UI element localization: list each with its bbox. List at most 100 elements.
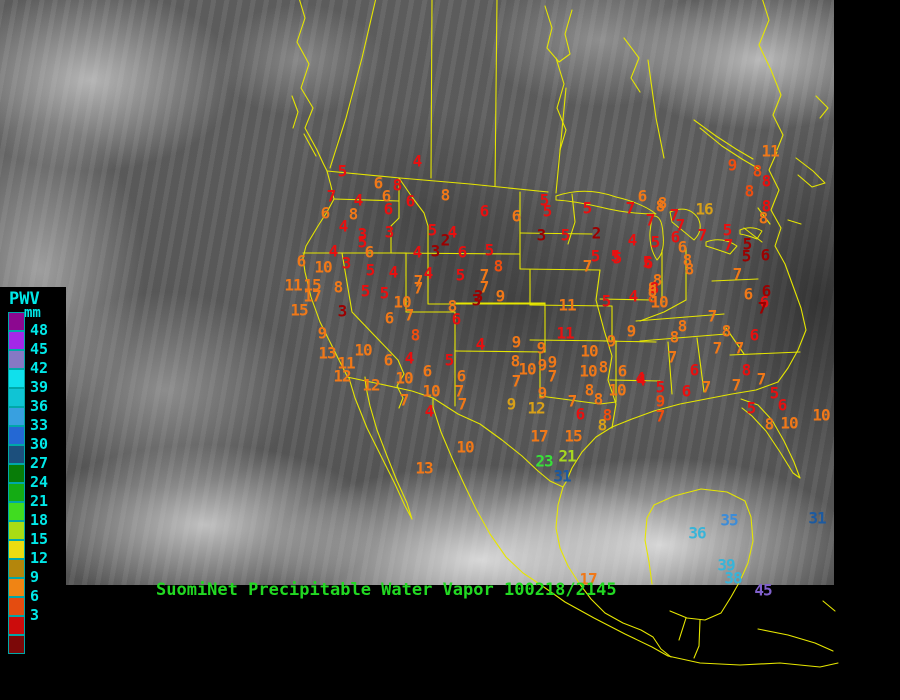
- station-value: 8: [684, 259, 695, 279]
- station-value: 15: [564, 426, 582, 446]
- legend-label: 36: [30, 397, 49, 415]
- satellite-image: [0, 0, 834, 585]
- station-value: 8: [682, 250, 693, 270]
- station-value: 8: [647, 287, 658, 307]
- station-value: 7: [734, 338, 745, 358]
- station-value: 3: [357, 224, 368, 244]
- station-value: 5: [590, 246, 601, 266]
- station-value: 5: [357, 232, 368, 252]
- station-value: 6: [373, 173, 384, 193]
- station-value: 45: [754, 580, 772, 600]
- legend-label: 3: [30, 606, 40, 624]
- station-value: 6: [749, 325, 760, 345]
- station-value: 13: [318, 343, 336, 363]
- station-value: 7: [707, 306, 718, 326]
- station-value: 8: [447, 296, 458, 316]
- station-value: 8: [647, 278, 658, 298]
- station-value: 6: [364, 242, 375, 262]
- station-value: 4: [475, 334, 486, 354]
- station-value: 9: [511, 332, 522, 352]
- station-value: 9: [537, 383, 548, 403]
- station-value: 8: [744, 181, 755, 201]
- station-value: 8: [741, 360, 752, 380]
- legend-label: 42: [30, 359, 49, 377]
- station-value: 6: [384, 308, 395, 328]
- station-value: 7: [675, 215, 686, 235]
- legend-swatch: [8, 521, 25, 540]
- legend-swatch: [8, 578, 25, 597]
- station-value: 8: [758, 208, 769, 228]
- legend-swatch: [8, 350, 25, 369]
- legend-label: 6: [30, 587, 40, 605]
- station-value: 5: [769, 383, 780, 403]
- station-value: 7: [697, 225, 708, 245]
- station-value: 12: [333, 366, 351, 386]
- station-value: 11: [284, 275, 302, 295]
- station-value: 7: [399, 390, 410, 410]
- station-value: 6: [643, 253, 654, 273]
- station-value: 5: [360, 281, 371, 301]
- station-value: 10: [518, 359, 536, 379]
- station-value: 6: [760, 245, 771, 265]
- station-value: 7: [567, 391, 578, 411]
- station-value: 9: [537, 355, 548, 375]
- legend-label: 24: [30, 473, 49, 491]
- station-value: 3: [341, 253, 352, 273]
- station-value: 8: [669, 327, 680, 347]
- station-value: 7: [756, 369, 767, 389]
- station-value: 6: [637, 186, 648, 206]
- station-value: 38: [724, 568, 742, 588]
- station-value: 5: [379, 283, 390, 303]
- station-value: 8: [597, 415, 608, 435]
- station-value: 12: [527, 398, 545, 418]
- station-value: 5: [601, 291, 612, 311]
- station-value: 7: [655, 406, 666, 426]
- station-value: 7: [326, 186, 337, 206]
- legend-label: 30: [30, 435, 49, 453]
- station-value: 7: [669, 205, 680, 225]
- station-value: 9: [626, 321, 637, 341]
- station-value: 31: [553, 466, 571, 486]
- station-value: 4: [353, 190, 364, 210]
- station-value: 4: [424, 401, 435, 421]
- station-value: 5: [539, 190, 550, 210]
- station-value: 9: [606, 331, 617, 351]
- legend-swatch: [8, 445, 25, 464]
- legend-swatch: [8, 312, 25, 331]
- station-value: 7: [701, 377, 712, 397]
- station-value: 8: [677, 316, 688, 336]
- station-value: 7: [731, 375, 742, 395]
- station-value: 16: [695, 199, 713, 219]
- station-value: 5: [746, 398, 757, 418]
- station-value: 5: [365, 260, 376, 280]
- station-value: 5: [655, 377, 666, 397]
- station-value: 6: [320, 203, 331, 223]
- legend-swatch: [8, 559, 25, 578]
- station-value: 6: [670, 227, 681, 247]
- station-value: 7: [413, 271, 424, 291]
- station-value: 7: [457, 394, 468, 414]
- station-value: 7: [723, 235, 734, 255]
- station-value: 7: [413, 278, 424, 298]
- legend-title: PWV: [9, 289, 40, 309]
- station-value: 6: [456, 366, 467, 386]
- station-value: 6: [677, 237, 688, 257]
- station-value: 5: [455, 265, 466, 285]
- legend-swatch: [8, 426, 25, 445]
- station-value: 8: [647, 281, 658, 301]
- station-value: 3: [384, 222, 395, 242]
- station-value: 7: [404, 305, 415, 325]
- station-value: 5: [560, 225, 571, 245]
- station-value: 10: [580, 341, 598, 361]
- legend-label: 33: [30, 416, 49, 434]
- station-value: 4: [447, 222, 458, 242]
- station-value: 5: [484, 240, 495, 260]
- station-value: 8: [657, 193, 668, 213]
- station-value: 9: [317, 323, 328, 343]
- station-value: 5: [741, 246, 752, 266]
- station-value: 6: [381, 186, 392, 206]
- legend-label: 27: [30, 454, 49, 472]
- station-value: 6: [457, 242, 468, 262]
- station-value: 4: [404, 348, 415, 368]
- station-value: 2: [591, 223, 602, 243]
